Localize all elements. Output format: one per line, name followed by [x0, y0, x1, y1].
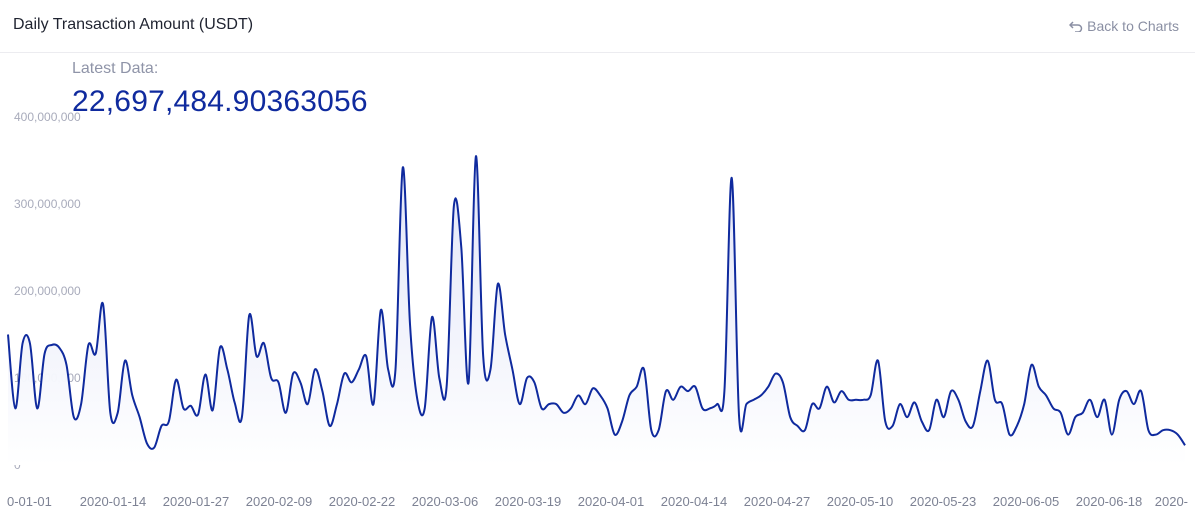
- chart-title: Daily Transaction Amount (USDT): [13, 16, 254, 33]
- return-arrow-icon: [1069, 21, 1083, 32]
- x-tick-label: 2020-03-19: [495, 494, 562, 509]
- series-area: [8, 156, 1185, 465]
- x-axis: 0-01-01 2020-01-14 2020-01-27 2020-02-09 202…: [7, 494, 1188, 509]
- x-tick-label: 2020-04-27: [744, 494, 811, 509]
- x-tick-label: 2020-02-09: [246, 494, 313, 509]
- x-tick-label: 2020-04-14: [661, 494, 728, 509]
- series-line: [7, 155, 1186, 450]
- x-tick-label: 2020-: [1155, 494, 1188, 509]
- back-to-charts-button[interactable]: Back to Charts: [1069, 18, 1179, 34]
- x-tick-label: 2020-06-05: [993, 494, 1060, 509]
- latest-data-value: 22,697,484.90363056: [72, 85, 368, 118]
- x-tick-label: 0-01-01: [7, 494, 52, 509]
- chart-header: Daily Transaction Amount (USDT) Back to …: [0, 0, 1195, 53]
- back-to-charts-label: Back to Charts: [1087, 18, 1179, 34]
- x-tick-label: 2020-05-23: [910, 494, 977, 509]
- x-tick-label: 2020-04-01: [578, 494, 645, 509]
- latest-data-label: Latest Data:: [72, 60, 159, 77]
- y-tick-label: 400,000,000: [14, 110, 81, 124]
- x-tick-label: 2020-03-06: [412, 494, 479, 509]
- x-tick-label: 2020-01-14: [80, 494, 147, 509]
- x-tick-label: 2020-01-27: [163, 494, 230, 509]
- y-tick-label: 300,000,000: [14, 197, 81, 211]
- x-tick-label: 2020-06-18: [1076, 494, 1143, 509]
- y-tick-label: 200,000,000: [14, 284, 81, 298]
- x-tick-label: 2020-02-22: [329, 494, 396, 509]
- x-tick-label: 2020-05-10: [827, 494, 894, 509]
